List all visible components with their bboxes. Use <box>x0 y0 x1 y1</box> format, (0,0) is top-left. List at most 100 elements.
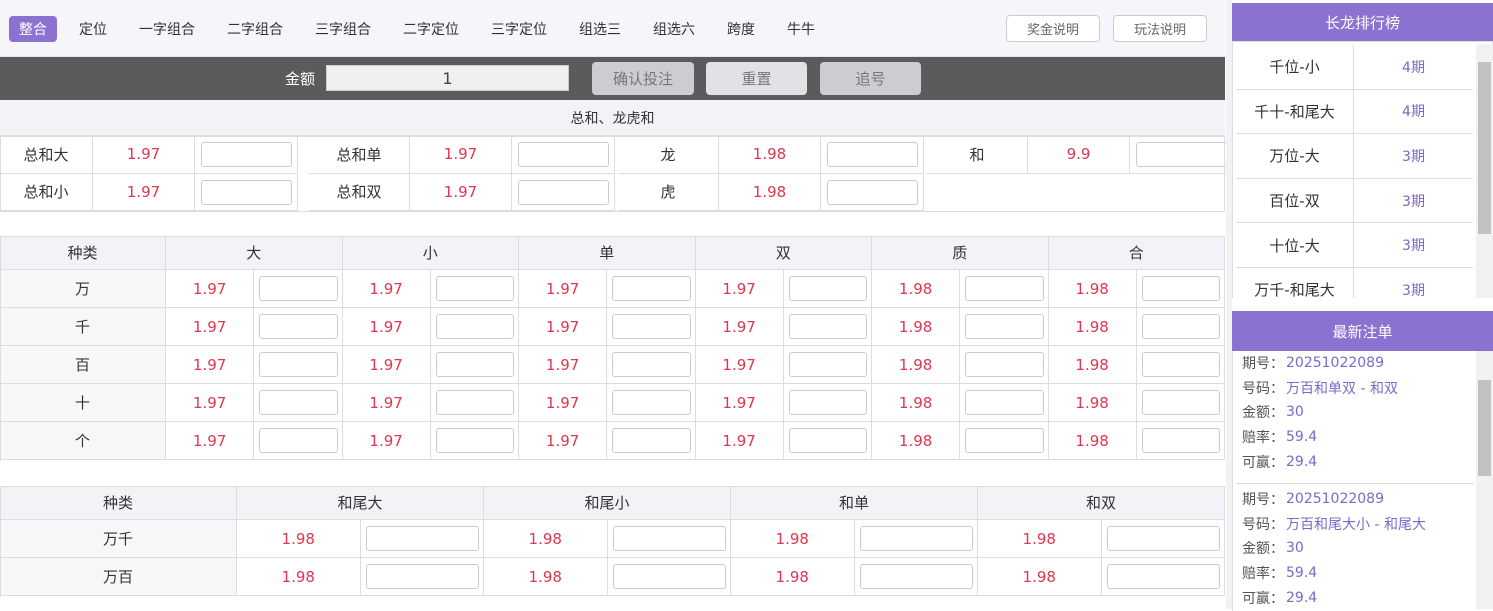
bet-input[interactable] <box>788 390 867 415</box>
tab[interactable]: 组选三 <box>579 22 621 38</box>
odds: 1.98 <box>1048 346 1137 384</box>
bet-button[interactable]: 确认投注 <box>592 62 694 95</box>
bet-field-label: 号码： <box>1242 516 1284 533</box>
amount-input[interactable]: 1 <box>326 65 569 91</box>
bet-input[interactable] <box>259 428 338 453</box>
scroll-thumb[interactable] <box>1478 380 1491 476</box>
bet-input[interactable] <box>965 428 1044 453</box>
dragon-count: 4期 <box>1354 45 1473 90</box>
bet-input[interactable] <box>435 428 514 453</box>
bet-input[interactable] <box>1106 526 1220 551</box>
bet-input[interactable] <box>612 352 691 377</box>
tab[interactable]: 牛牛 <box>787 22 815 38</box>
odds: 1.97 <box>519 308 608 346</box>
bet-input[interactable] <box>965 352 1044 377</box>
input-cell <box>607 384 696 422</box>
bet-input[interactable] <box>518 179 609 205</box>
bet-input[interactable] <box>365 564 479 589</box>
bet-input[interactable] <box>612 428 691 453</box>
odds: 1.97 <box>519 422 608 460</box>
tab[interactable]: 三字组合 <box>315 22 371 38</box>
bet-field-value: 30 <box>1286 540 1304 557</box>
bet-input[interactable] <box>612 314 691 339</box>
bet-input[interactable] <box>859 526 973 551</box>
bet-input[interactable] <box>435 276 514 301</box>
tab[interactable]: 定位 <box>79 22 107 38</box>
input-cell <box>607 558 731 596</box>
bet-input[interactable] <box>612 564 726 589</box>
bet-input[interactable] <box>788 314 867 339</box>
bet-input[interactable] <box>435 314 514 339</box>
input-cell <box>1136 384 1225 422</box>
help-button[interactable]: 奖金说明 <box>1006 15 1100 42</box>
tab[interactable]: 一字组合 <box>139 22 195 38</box>
bet-input[interactable] <box>365 526 479 551</box>
input-cell <box>607 270 696 308</box>
bet-button[interactable]: 追号 <box>820 62 921 95</box>
table-header: 合 <box>1048 236 1225 270</box>
input-cell <box>783 384 872 422</box>
input-cell <box>430 346 519 384</box>
panel-header: 最新注单 <box>1232 311 1493 351</box>
tab[interactable]: 二字组合 <box>227 22 283 38</box>
bet-input[interactable] <box>788 352 867 377</box>
bet-input[interactable] <box>788 276 867 301</box>
help-button[interactable]: 玩法说明 <box>1113 15 1207 42</box>
tab[interactable]: 组选六 <box>653 22 695 38</box>
bet-input[interactable] <box>612 526 726 551</box>
input-cell <box>960 422 1049 460</box>
bet-input[interactable] <box>259 352 338 377</box>
bet-input[interactable] <box>435 390 514 415</box>
bet-field-value: 20251022089 <box>1286 355 1384 371</box>
tab[interactable]: 整合 <box>9 16 57 42</box>
input-cell <box>854 520 978 558</box>
bet-input[interactable] <box>259 276 338 301</box>
bet-input[interactable] <box>201 142 292 167</box>
bet-input[interactable] <box>259 390 338 415</box>
bet-input[interactable] <box>965 314 1044 339</box>
row-label: 十 <box>0 384 166 422</box>
panel-divider <box>1226 0 1232 609</box>
bet-input[interactable] <box>965 276 1044 301</box>
input-cell <box>607 520 731 558</box>
bet-input[interactable] <box>1141 428 1220 453</box>
sum-odds: 9.9 <box>1028 136 1130 174</box>
scroll-thumb[interactable] <box>1478 62 1491 234</box>
bet-input[interactable] <box>965 390 1044 415</box>
bet-button[interactable]: 重置 <box>706 62 807 95</box>
bet-input[interactable] <box>612 276 691 301</box>
bet-field-label: 金额： <box>1242 405 1284 422</box>
odds: 1.98 <box>872 422 961 460</box>
bet-input[interactable] <box>859 564 973 589</box>
sum-label: 龙 <box>618 136 719 174</box>
bet-input[interactable] <box>1136 142 1227 167</box>
tab[interactable]: 二字定位 <box>403 22 459 38</box>
section-title: 总和、龙虎和 <box>0 100 1225 136</box>
bet-input[interactable] <box>435 352 514 377</box>
bet-input[interactable] <box>1141 352 1220 377</box>
odds: 1.97 <box>342 384 431 422</box>
bet-input[interactable] <box>1106 564 1220 589</box>
bet-input[interactable] <box>612 390 691 415</box>
odds: 1.97 <box>342 270 431 308</box>
bet-input[interactable] <box>201 179 292 205</box>
odds: 1.97 <box>695 346 784 384</box>
tab[interactable]: 跨度 <box>727 22 755 38</box>
tab[interactable]: 三字定位 <box>491 22 547 38</box>
dragon-count: 3期 <box>1354 179 1473 224</box>
bet-input[interactable] <box>827 179 918 205</box>
bet-input[interactable] <box>518 142 609 167</box>
bet-field-label: 赔率： <box>1242 430 1284 447</box>
bet-field-label: 金额： <box>1242 541 1284 558</box>
sum-label: 和 <box>927 136 1028 174</box>
dropdown-arrow <box>1476 325 1490 337</box>
bet-input[interactable] <box>259 314 338 339</box>
bet-field-label: 期号： <box>1242 492 1284 508</box>
bet-input[interactable] <box>1141 276 1220 301</box>
bet-input[interactable] <box>1141 314 1220 339</box>
bet-input[interactable] <box>827 142 918 167</box>
bet-input[interactable] <box>1141 390 1220 415</box>
bet-input[interactable] <box>788 428 867 453</box>
dragon-name: 万位-大 <box>1236 134 1354 179</box>
